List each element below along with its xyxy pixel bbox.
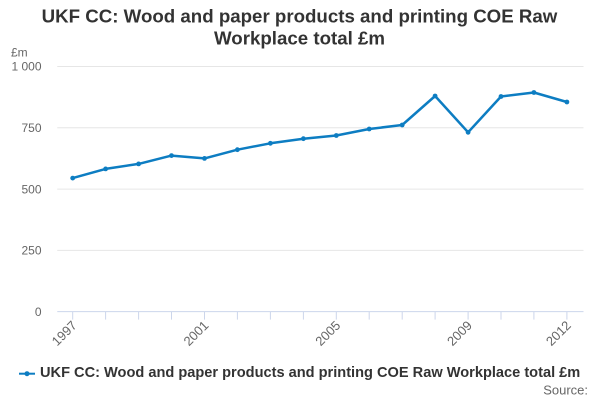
svg-text:0: 0: [35, 305, 42, 319]
svg-text:UKF CC: Wood and paper product: UKF CC: Wood and paper products and prin…: [42, 6, 558, 27]
svg-text:UKF CC: Wood and paper product: UKF CC: Wood and paper products and prin…: [40, 365, 580, 381]
svg-text:750: 750: [21, 121, 41, 135]
svg-text:250: 250: [21, 244, 41, 258]
svg-text:500: 500: [21, 182, 41, 196]
svg-text:1 000: 1 000: [11, 60, 41, 74]
svg-text:£m: £m: [11, 46, 28, 60]
svg-text:Source:: Source:: [543, 382, 588, 397]
svg-text:Workplace total £m: Workplace total £m: [214, 27, 385, 48]
